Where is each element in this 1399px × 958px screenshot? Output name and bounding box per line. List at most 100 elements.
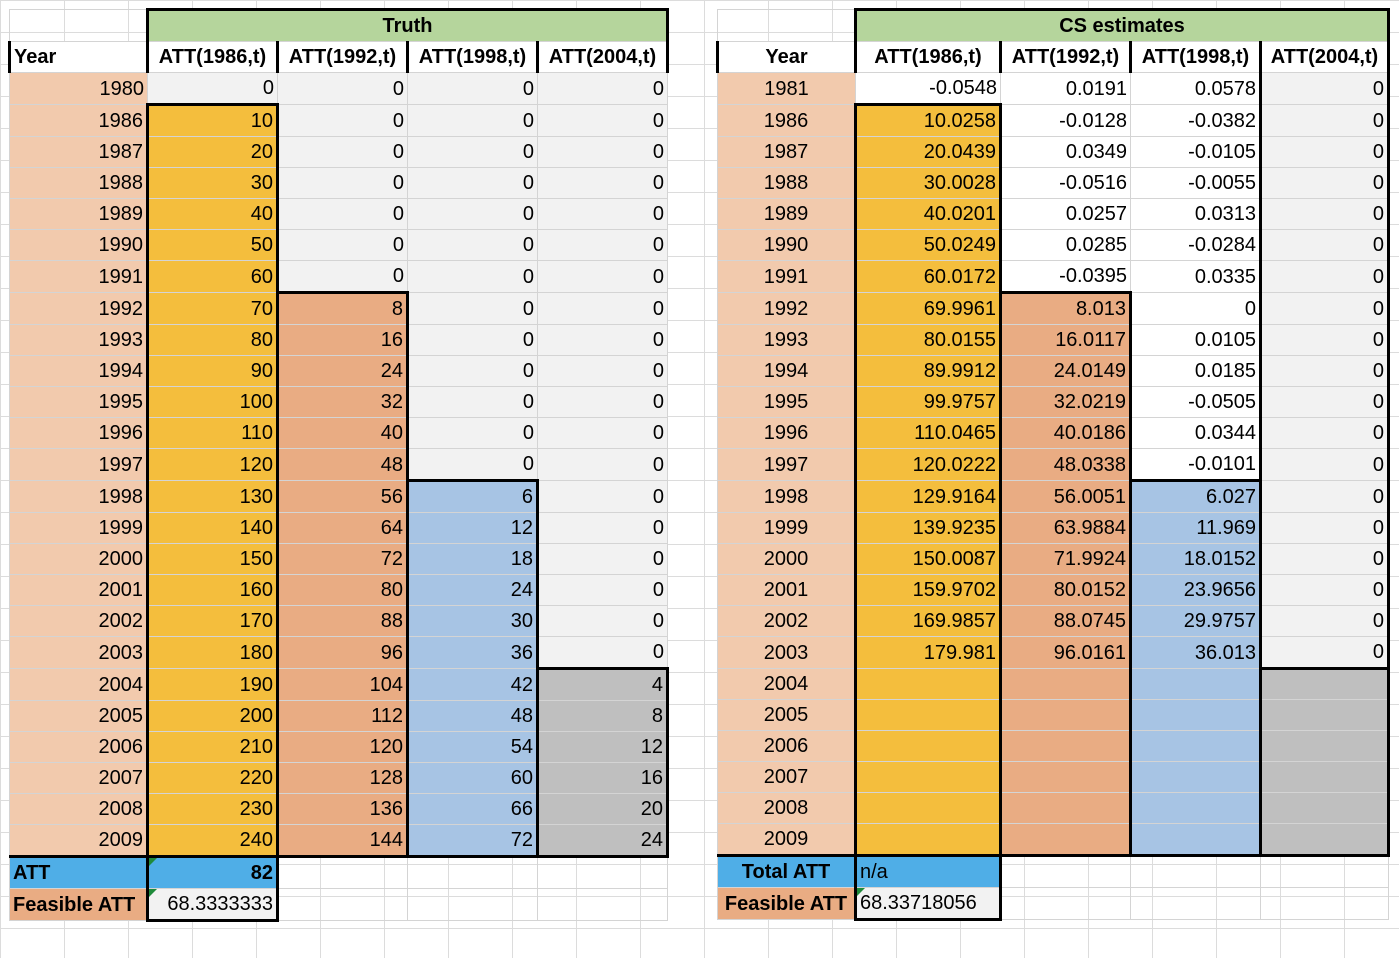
empty-cell[interactable] <box>1130 855 1261 888</box>
value-cell[interactable]: 8 <box>276 291 409 325</box>
value-cell[interactable] <box>1129 823 1262 857</box>
value-cell[interactable]: 170 <box>146 605 279 637</box>
value-cell[interactable]: 24 <box>406 574 539 606</box>
value-cell[interactable]: 0 <box>277 260 408 293</box>
value-cell[interactable]: 89.9912 <box>854 355 1002 387</box>
value-cell[interactable]: 0 <box>147 72 278 105</box>
value-cell[interactable]: 0 <box>1259 543 1390 575</box>
year-cell[interactable]: 1993 <box>9 324 148 356</box>
value-cell[interactable]: 139.9235 <box>854 512 1002 544</box>
value-cell[interactable]: 0 <box>537 448 668 481</box>
value-cell[interactable]: 0.0313 <box>1130 198 1261 230</box>
value-cell[interactable]: 20.0439 <box>854 136 1002 168</box>
year-cell[interactable]: 1991 <box>717 260 856 293</box>
value-cell[interactable]: 80 <box>276 574 409 606</box>
value-cell[interactable]: 18 <box>406 543 539 575</box>
value-cell[interactable]: -0.0516 <box>1000 167 1131 199</box>
value-cell[interactable]: 20 <box>146 136 279 168</box>
year-cell[interactable]: 1981 <box>717 72 856 105</box>
value-cell[interactable] <box>1129 730 1262 762</box>
value-cell[interactable]: 8 <box>536 700 669 732</box>
feasible-att-label[interactable]: Feasible ATT <box>717 887 856 920</box>
value-cell[interactable]: 0 <box>407 167 538 199</box>
year-cell[interactable]: 2007 <box>9 762 148 794</box>
value-cell[interactable]: 8.013 <box>999 291 1132 325</box>
value-cell[interactable]: 200 <box>146 700 279 732</box>
value-cell[interactable]: 0 <box>277 136 408 168</box>
value-cell[interactable]: 120 <box>146 448 279 481</box>
att-value[interactable]: n/a <box>854 854 1002 888</box>
value-cell[interactable]: 0.0185 <box>1130 355 1261 387</box>
value-cell[interactable]: 42 <box>406 668 539 701</box>
value-cell[interactable]: 0 <box>1259 386 1390 418</box>
value-cell[interactable]: 230 <box>146 793 279 825</box>
year-cell[interactable]: 1997 <box>717 448 856 481</box>
value-cell[interactable]: 0 <box>537 355 668 387</box>
year-cell[interactable]: 1990 <box>717 229 856 261</box>
value-cell[interactable]: -0.0105 <box>1130 136 1261 168</box>
column-header[interactable]: ATT(1986,t) <box>146 41 279 73</box>
value-cell[interactable] <box>1129 668 1262 700</box>
value-cell[interactable] <box>1259 792 1390 824</box>
empty-cell[interactable] <box>537 888 668 921</box>
value-cell[interactable]: 0 <box>537 72 668 105</box>
value-cell[interactable]: 0 <box>407 72 538 105</box>
value-cell[interactable]: 71.9924 <box>999 543 1132 575</box>
empty-cell[interactable] <box>1130 887 1261 920</box>
value-cell[interactable]: 240 <box>146 824 279 858</box>
value-cell[interactable]: 56.0051 <box>999 480 1132 513</box>
att-value[interactable]: 82 <box>146 855 279 889</box>
value-cell[interactable]: 0.0349 <box>1000 136 1131 168</box>
value-cell[interactable]: -0.0548 <box>855 72 1001 105</box>
value-cell[interactable]: 0 <box>407 104 538 137</box>
year-cell[interactable]: 1995 <box>717 386 856 418</box>
year-cell[interactable]: 1993 <box>717 324 856 356</box>
year-cell[interactable]: 1996 <box>9 417 148 449</box>
value-cell[interactable]: 0 <box>277 229 408 261</box>
value-cell[interactable]: 16 <box>536 762 669 794</box>
value-cell[interactable]: 110 <box>146 417 279 449</box>
year-cell[interactable]: 1992 <box>717 292 856 325</box>
value-cell[interactable]: 0 <box>1259 198 1390 230</box>
empty-cell[interactable] <box>9 9 148 42</box>
value-cell[interactable]: 0 <box>537 636 668 669</box>
value-cell[interactable]: 0 <box>537 543 668 575</box>
empty-cell[interactable] <box>277 888 408 921</box>
value-cell[interactable]: 0.0578 <box>1130 72 1261 105</box>
year-cell[interactable]: 1986 <box>9 104 148 137</box>
empty-cell[interactable] <box>1000 855 1131 888</box>
value-cell[interactable]: 0 <box>407 229 538 261</box>
year-cell[interactable]: 1995 <box>9 386 148 418</box>
year-cell[interactable]: 1989 <box>9 198 148 230</box>
value-cell[interactable] <box>999 761 1132 793</box>
year-cell[interactable]: 1987 <box>717 136 856 168</box>
value-cell[interactable]: 64 <box>276 512 409 544</box>
value-cell[interactable]: 18.0152 <box>1129 543 1262 575</box>
value-cell[interactable] <box>854 668 1002 700</box>
year-cell[interactable]: 2008 <box>717 792 856 824</box>
year-cell[interactable]: 2003 <box>9 636 148 669</box>
value-cell[interactable]: 0 <box>1259 167 1390 199</box>
value-cell[interactable]: 0 <box>537 417 668 449</box>
empty-cell[interactable] <box>407 888 538 921</box>
year-cell[interactable]: 1991 <box>9 260 148 293</box>
value-cell[interactable]: 88 <box>276 605 409 637</box>
value-cell[interactable]: 0 <box>407 355 538 387</box>
value-cell[interactable] <box>1259 823 1390 857</box>
value-cell[interactable]: 190 <box>146 668 279 701</box>
value-cell[interactable]: 130 <box>146 480 279 513</box>
value-cell[interactable]: 6.027 <box>1129 479 1262 513</box>
value-cell[interactable]: 66 <box>406 793 539 825</box>
value-cell[interactable]: 120.0222 <box>854 448 1002 481</box>
column-header[interactable]: Year <box>716 41 857 73</box>
value-cell[interactable]: 16 <box>276 324 409 356</box>
feasible-att-label[interactable]: Feasible ATT <box>9 888 148 921</box>
value-cell[interactable]: 16.0117 <box>999 324 1132 356</box>
value-cell[interactable] <box>999 823 1132 857</box>
value-cell[interactable] <box>999 730 1132 762</box>
year-cell[interactable]: 2001 <box>9 574 148 606</box>
year-cell[interactable]: 1999 <box>9 512 148 544</box>
value-cell[interactable]: 0 <box>537 260 668 293</box>
value-cell[interactable]: 72 <box>276 543 409 575</box>
value-cell[interactable]: 56 <box>276 480 409 513</box>
